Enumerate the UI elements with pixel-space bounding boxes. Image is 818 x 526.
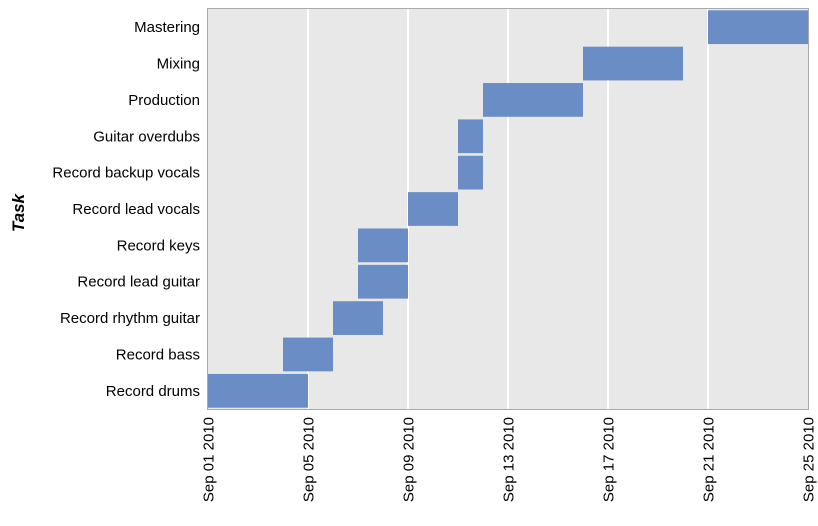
task-bar xyxy=(358,228,408,263)
task-bar xyxy=(483,83,583,117)
x-tick-label: Sep 09 2010 xyxy=(401,417,418,502)
task-bar xyxy=(358,264,408,299)
task-bar xyxy=(333,301,383,335)
y-tick-label: Record lead vocals xyxy=(72,201,200,218)
x-tick-label: Sep 01 2010 xyxy=(201,417,218,502)
task-bars xyxy=(208,10,808,408)
y-tick-label: Record keys xyxy=(117,237,200,254)
y-tick-label: Mastering xyxy=(134,19,200,36)
y-tick-label: Record rhythm guitar xyxy=(60,310,200,327)
plot-frame xyxy=(207,8,809,410)
x-tick-labels: Sep 01 2010 Sep 05 2010 Sep 09 2010 Sep 13 … xyxy=(201,417,818,502)
task-bar xyxy=(408,192,458,226)
task-bar xyxy=(458,119,483,154)
y-tick-label: Record backup vocals xyxy=(52,165,200,182)
x-tick-label: Sep 21 2010 xyxy=(701,417,718,502)
x-tick-label: Sep 05 2010 xyxy=(301,417,318,502)
y-tick-labels: Record drums Record bass Record rhythm gui… xyxy=(52,19,200,400)
y-tick-label: Record bass xyxy=(116,346,200,363)
y-tick-label: Record lead guitar xyxy=(77,274,200,291)
y-tick-label: Production xyxy=(128,92,200,109)
y-tick-label: Mixing xyxy=(157,56,200,73)
x-tick-label: Sep 17 2010 xyxy=(601,417,618,502)
y-axis-label: Task xyxy=(9,192,28,232)
y-tick-label: Guitar overdubs xyxy=(93,128,200,145)
y-tick-label: Record drums xyxy=(106,383,200,400)
x-tick-label: Sep 25 2010 xyxy=(801,417,818,502)
task-bar xyxy=(208,373,308,408)
task-bar xyxy=(583,46,683,81)
task-bar xyxy=(458,155,483,190)
x-tick-label: Sep 13 2010 xyxy=(501,417,518,502)
task-bar xyxy=(283,337,333,372)
task-bar xyxy=(708,10,808,45)
